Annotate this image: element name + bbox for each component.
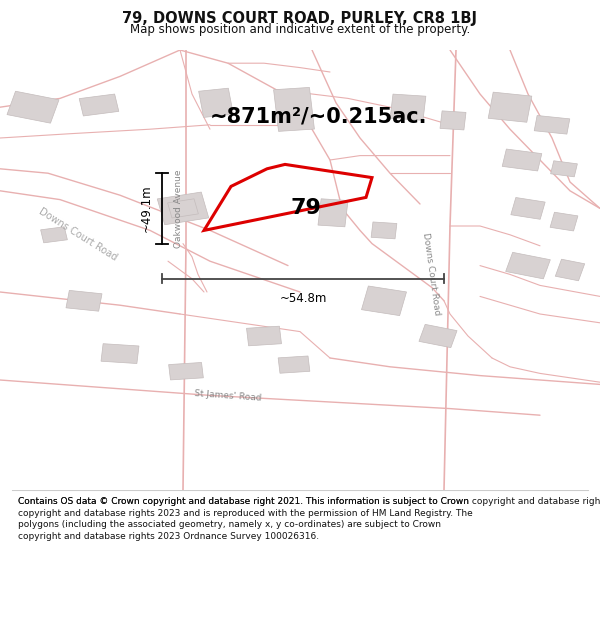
Polygon shape [502,149,542,171]
Polygon shape [278,356,310,373]
Polygon shape [556,259,584,281]
Polygon shape [419,324,457,348]
Polygon shape [440,111,466,130]
Text: ~871m²/~0.215ac.: ~871m²/~0.215ac. [209,106,427,126]
Polygon shape [7,91,59,123]
Text: St James' Road: St James' Road [194,389,262,402]
Polygon shape [511,198,545,219]
Text: Downs Court Road: Downs Court Road [37,207,119,263]
Polygon shape [199,88,233,118]
Text: Contains OS data © Crown copyright and database right 2021. This information is : Contains OS data © Crown copyright and d… [18,497,473,541]
Polygon shape [79,94,119,116]
Polygon shape [361,286,407,316]
Text: ~49.1m: ~49.1m [139,184,152,232]
Polygon shape [169,362,203,380]
Polygon shape [274,88,314,131]
Polygon shape [390,94,426,120]
Polygon shape [318,199,348,227]
Polygon shape [41,227,67,243]
Polygon shape [534,116,570,134]
Text: Map shows position and indicative extent of the property.: Map shows position and indicative extent… [130,23,470,36]
Text: ~54.8m: ~54.8m [280,292,326,305]
Polygon shape [550,213,578,231]
Polygon shape [506,253,550,279]
Polygon shape [66,291,102,311]
Text: 79, DOWNS COURT ROAD, PURLEY, CR8 1BJ: 79, DOWNS COURT ROAD, PURLEY, CR8 1BJ [122,11,478,26]
Polygon shape [167,199,199,218]
Polygon shape [247,326,281,346]
Text: Downs Court Road: Downs Court Road [421,232,441,316]
Polygon shape [101,344,139,364]
Text: 79: 79 [290,198,322,218]
Polygon shape [371,222,397,239]
Polygon shape [157,192,209,225]
Polygon shape [551,161,577,177]
Text: Contains OS data © Crown copyright and database right 2021. This information is : Contains OS data © Crown copyright and d… [18,497,600,506]
Polygon shape [488,92,532,123]
Text: Oakwood Avenue: Oakwood Avenue [174,169,184,248]
